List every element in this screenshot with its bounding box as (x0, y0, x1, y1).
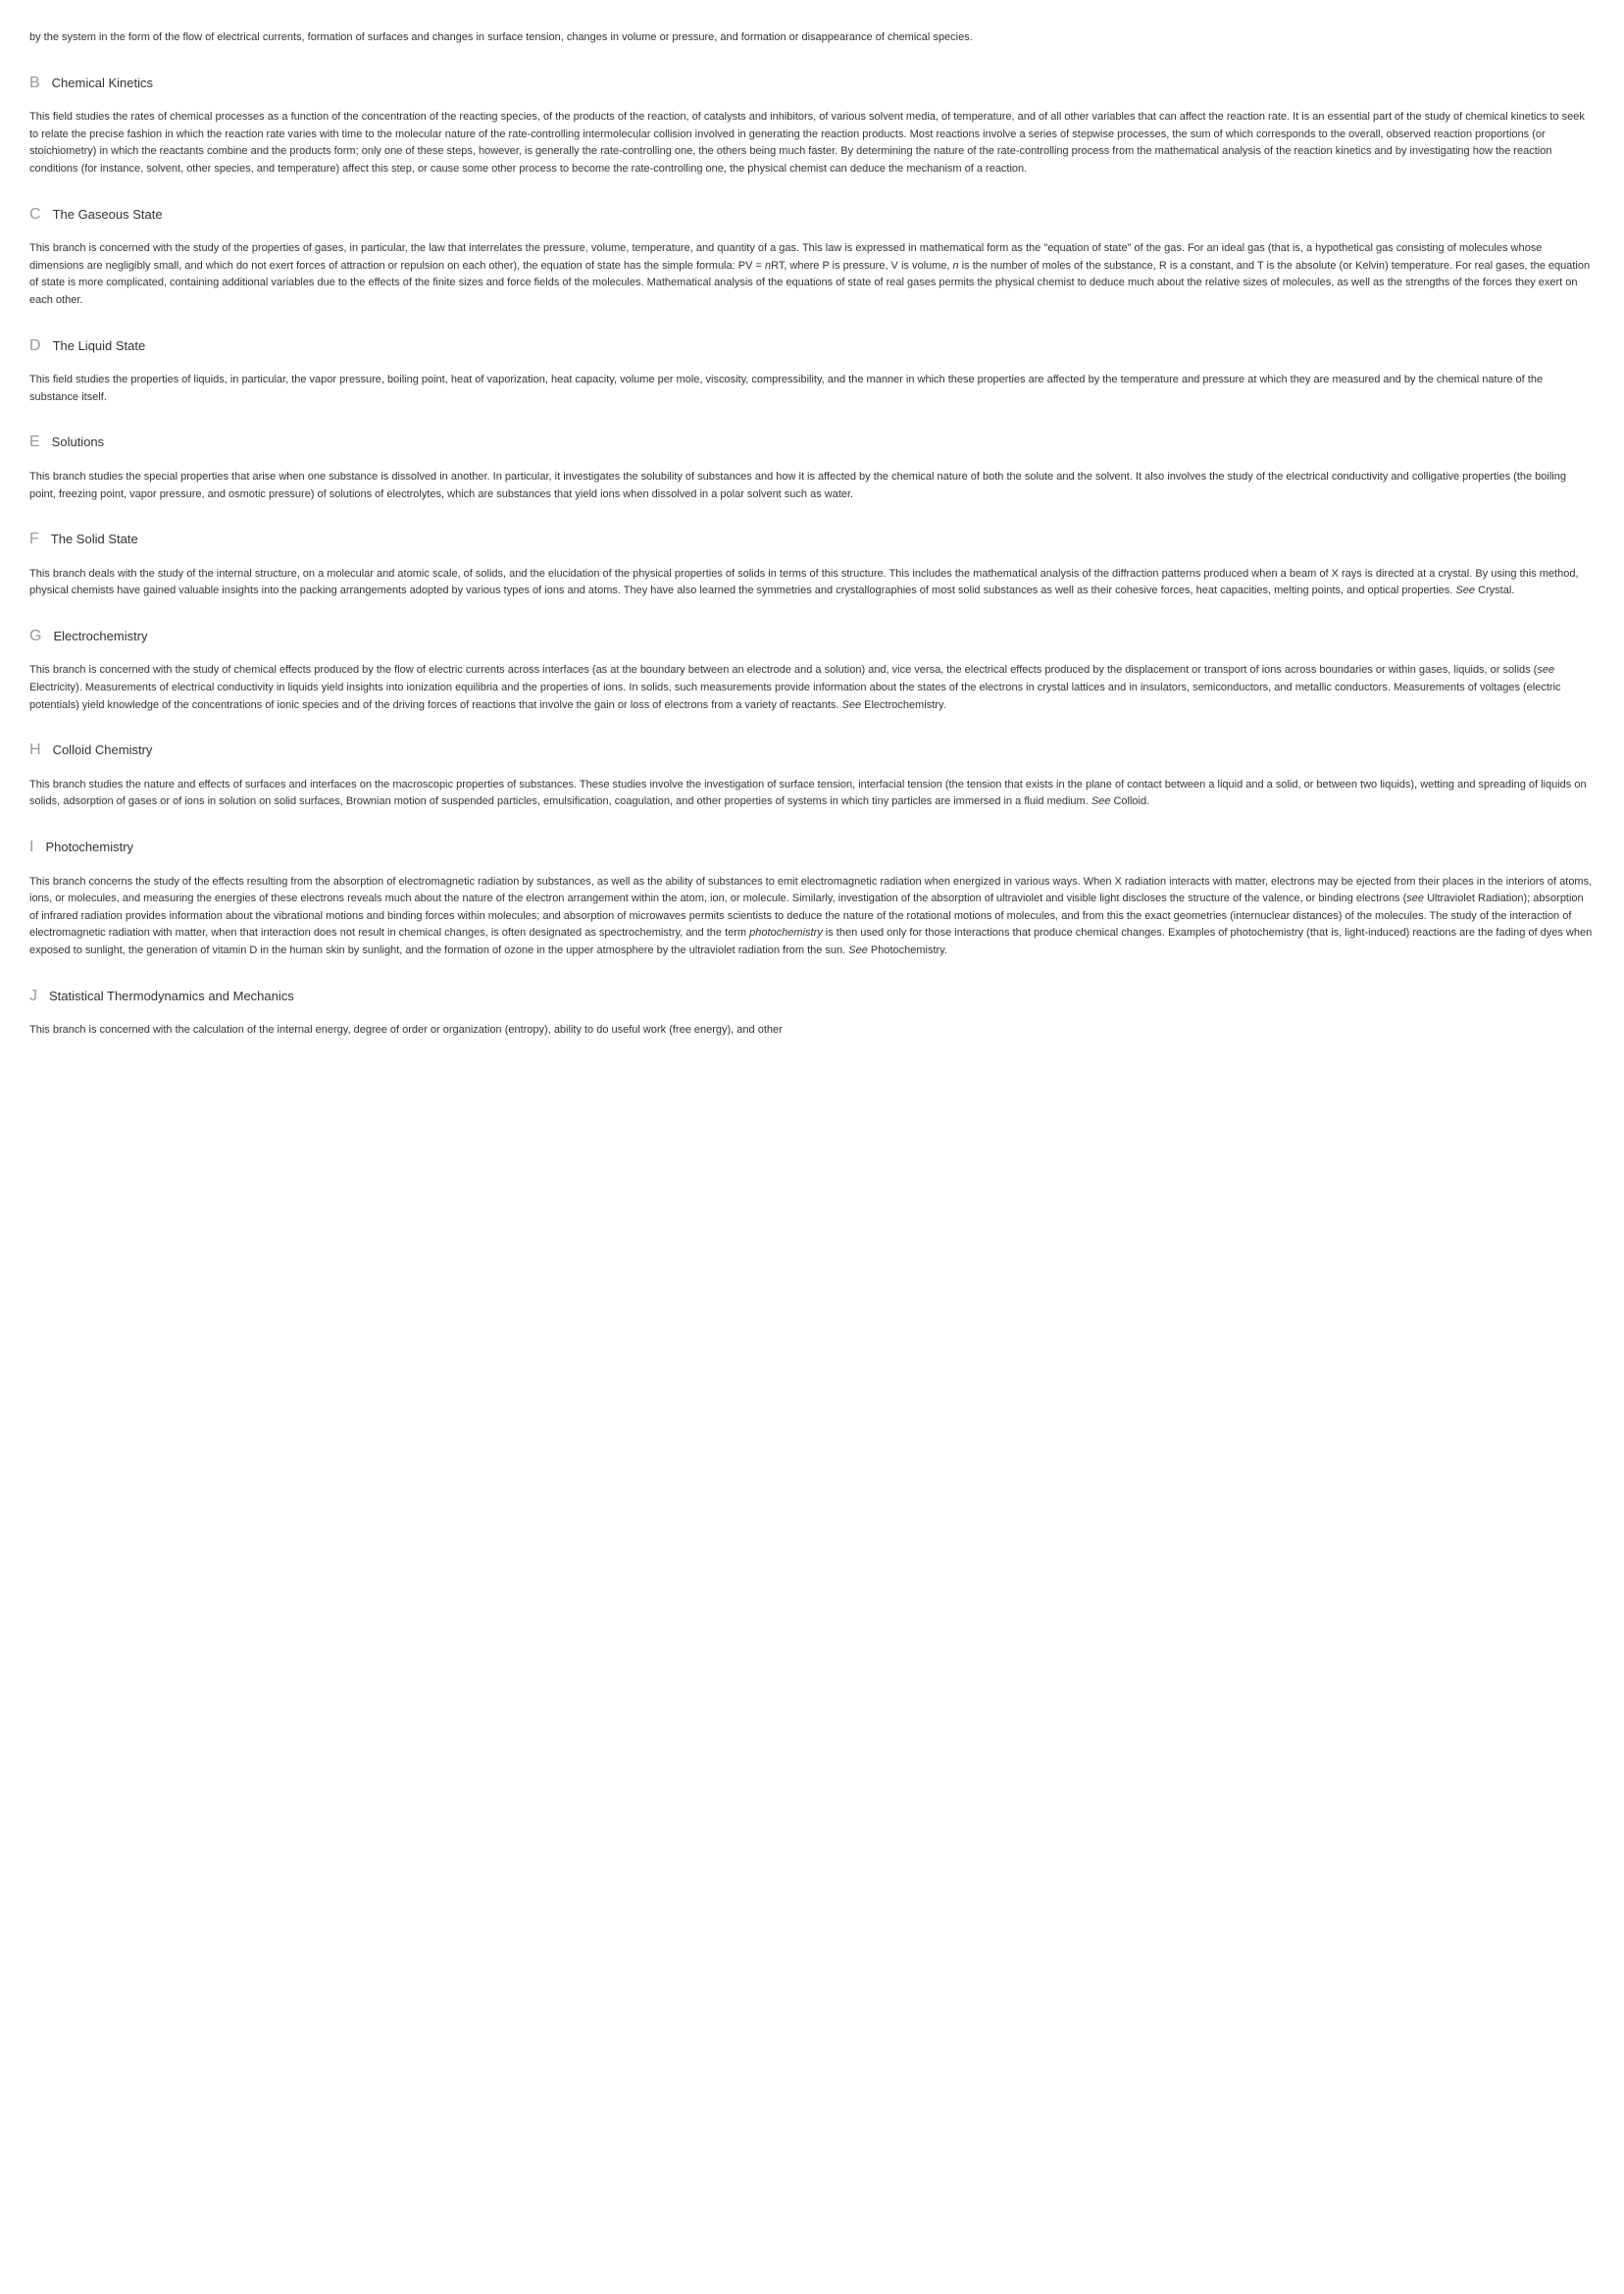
section-body-c: This branch is concerned with the study … (29, 240, 1595, 309)
section-title: Colloid Chemistry (53, 740, 153, 761)
body-text: Crystal. (1475, 585, 1514, 596)
section-letter: I (29, 835, 33, 860)
section-title: The Gaseous State (53, 205, 163, 226)
section-header-e: E Solutions (29, 430, 1595, 455)
see-italic: See (842, 699, 862, 711)
section-letter: F (29, 527, 39, 552)
section-letter: J (29, 984, 37, 1009)
section-title: Statistical Thermodynamics and Mechanics (49, 987, 294, 1007)
intro-paragraph: by the system in the form of the flow of… (29, 29, 1595, 47)
section-body-e: This branch studies the special properti… (29, 469, 1595, 503)
section-header-j: J Statistical Thermodynamics and Mechani… (29, 984, 1595, 1009)
section-header-c: C The Gaseous State (29, 202, 1595, 228)
see-italic: see (1406, 892, 1424, 904)
section-letter: H (29, 738, 41, 763)
section-header-f: F The Solid State (29, 527, 1595, 552)
see-italic: See (848, 944, 868, 956)
section-body-i: This branch concerns the study of the ef… (29, 874, 1595, 960)
section-body-h: This branch studies the nature and effec… (29, 777, 1595, 811)
see-italic: see (1537, 664, 1554, 676)
section-title: Photochemistry (45, 838, 133, 858)
section-header-h: H Colloid Chemistry (29, 738, 1595, 763)
section-letter: D (29, 333, 41, 359)
section-letter: B (29, 71, 40, 96)
body-text: Electricity). Measurements of electrical… (29, 682, 1561, 711)
section-header-i: I Photochemistry (29, 835, 1595, 860)
section-body-j: This branch is concerned with the calcul… (29, 1022, 1595, 1040)
section-body-g: This branch is concerned with the study … (29, 662, 1595, 714)
section-title: The Solid State (51, 530, 138, 550)
body-text: Photochemistry. (868, 944, 947, 956)
section-body-f: This branch deals with the study of the … (29, 566, 1595, 600)
section-header-d: D The Liquid State (29, 333, 1595, 359)
body-text: Colloid. (1110, 795, 1149, 807)
body-text: This branch deals with the study of the … (29, 568, 1579, 597)
section-letter: G (29, 624, 41, 649)
section-body-d: This field studies the properties of liq… (29, 372, 1595, 406)
photochemistry-italic: photochemistry (749, 927, 823, 939)
section-title: Chemical Kinetics (52, 74, 153, 94)
body-text: This branch is concerned with the study … (29, 664, 1537, 676)
section-letter: C (29, 202, 41, 228)
see-italic: See (1455, 585, 1475, 596)
section-title: Solutions (52, 433, 104, 453)
body-text: Electrochemistry. (861, 699, 946, 711)
body-text: RT, where P is pressure, V is volume, (771, 260, 952, 272)
body-text: This branch studies the nature and effec… (29, 779, 1587, 808)
section-title: The Liquid State (53, 336, 146, 357)
see-italic: See (1091, 795, 1111, 807)
section-header-g: G Electrochemistry (29, 624, 1595, 649)
section-letter: E (29, 430, 40, 455)
section-header-b: B Chemical Kinetics (29, 71, 1595, 96)
body-text: This branch concerns the study of the ef… (29, 876, 1592, 905)
section-body-b: This field studies the rates of chemical… (29, 109, 1595, 178)
section-title: Electrochemistry (53, 627, 147, 647)
